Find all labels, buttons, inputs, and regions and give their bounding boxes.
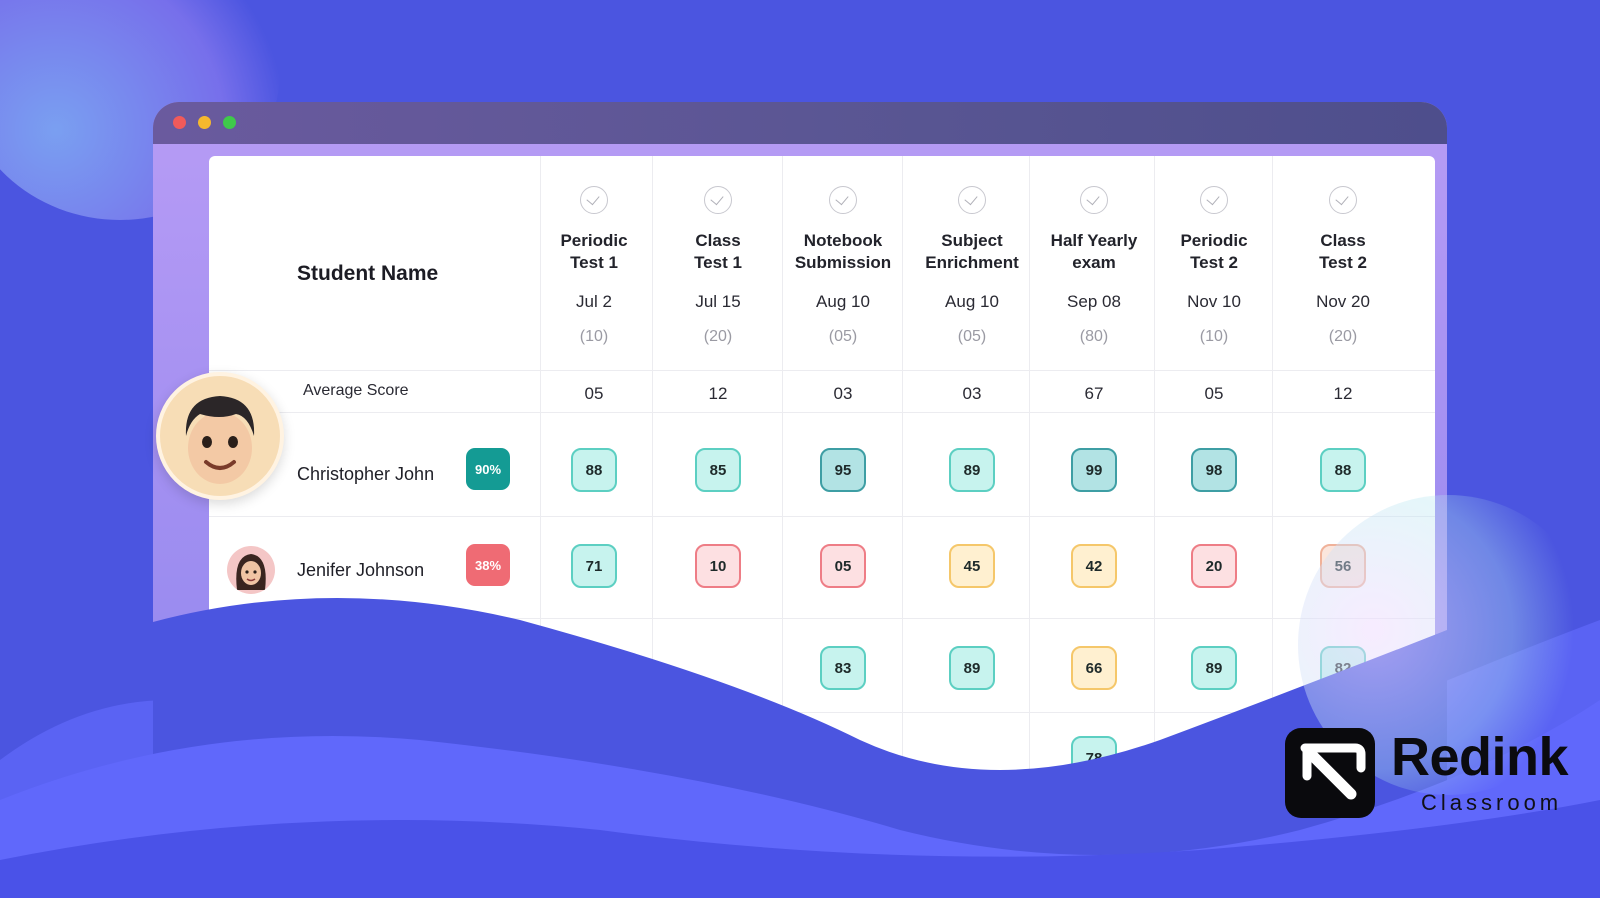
- column-max-score: (10): [1199, 328, 1229, 345]
- browser-window: Student Name Periodic Test 1 Jul 2 (10) C…: [153, 102, 1447, 822]
- column-date: Jul 15: [695, 292, 741, 311]
- column-max-score: (05): [828, 328, 858, 345]
- memoji-girl-icon: [236, 554, 266, 590]
- column-header-class-test-1[interactable]: Class Test 1 Jul 15 (20): [658, 186, 778, 346]
- check-circle-icon[interactable]: [1329, 186, 1357, 214]
- brand-name: Redink: [1391, 727, 1569, 787]
- column-max-score: (20): [1328, 328, 1358, 345]
- check-circle-icon[interactable]: [580, 186, 608, 214]
- row-divider: [209, 618, 1435, 619]
- average-score-value: 67: [1084, 384, 1104, 403]
- check-circle-icon[interactable]: [1200, 186, 1228, 214]
- student-name-christopher-john[interactable]: Christopher John: [297, 464, 435, 484]
- column-divider: [1154, 156, 1155, 822]
- score-cell[interactable]: 88: [571, 448, 617, 492]
- window-titlebar: [153, 102, 1447, 144]
- score-cell[interactable]: 42: [1071, 544, 1117, 588]
- maximize-window-dot[interactable]: [223, 116, 236, 129]
- column-header-periodic-test-2[interactable]: Periodic Test 2 Nov 10 (10): [1154, 186, 1274, 346]
- column-header-periodic-test-1[interactable]: Periodic Test 1 Jul 2 (10): [534, 186, 654, 346]
- column-divider: [1029, 156, 1030, 822]
- check-circle-icon[interactable]: [704, 186, 732, 214]
- memoji-boy-icon: [185, 396, 255, 484]
- score-cell[interactable]: 89: [1191, 646, 1237, 690]
- redink-logo-icon: [1285, 728, 1375, 818]
- column-title: Half Yearly exam: [1050, 231, 1138, 272]
- column-divider: [782, 156, 783, 822]
- column-max-score: (10): [579, 328, 609, 345]
- score-cell[interactable]: 71: [571, 544, 617, 588]
- column-title: Subject Enrichment: [925, 231, 1019, 272]
- column-divider: [902, 156, 903, 822]
- score-cell[interactable]: 10: [695, 544, 741, 588]
- close-window-dot[interactable]: [173, 116, 186, 129]
- percent-badge: 38%: [466, 544, 510, 586]
- column-header-notebook-submission[interactable]: Notebook Submission Aug 10 (05): [783, 186, 903, 346]
- column-date: Aug 10: [945, 292, 999, 311]
- column-title: Class Test 2: [1319, 231, 1367, 272]
- column-header-half-yearly-exam[interactable]: Half Yearly exam Sep 08 (80): [1034, 186, 1154, 346]
- score-cell[interactable]: 66: [1071, 646, 1117, 690]
- column-title: Class Test 1: [694, 231, 742, 272]
- minimize-window-dot[interactable]: [198, 116, 211, 129]
- score-cell[interactable]: 98: [1191, 448, 1237, 492]
- row-divider: [209, 712, 1435, 713]
- check-circle-icon[interactable]: [829, 186, 857, 214]
- average-score-value: 05: [1204, 384, 1224, 403]
- column-divider: [540, 156, 541, 822]
- score-cell[interactable]: 89: [949, 448, 995, 492]
- column-max-score: (05): [957, 328, 987, 345]
- brand-subtitle: Classroom: [1421, 790, 1563, 815]
- gradebook-table: Student Name Periodic Test 1 Jul 2 (10) C…: [209, 156, 1435, 822]
- column-header-subject-enrichment[interactable]: Subject Enrichment Aug 10 (05): [912, 186, 1032, 346]
- column-max-score: (80): [1079, 328, 1109, 345]
- score-cell[interactable]: 45: [949, 544, 995, 588]
- student-avatar-jenifer[interactable]: [227, 546, 275, 594]
- student-avatar-christopher[interactable]: [156, 372, 284, 500]
- row-divider: [209, 370, 1435, 371]
- brand-logo[interactable]: Redink Classroom: [1285, 727, 1585, 828]
- column-title: Periodic Test 1: [560, 231, 628, 272]
- average-score-value: 05: [584, 384, 604, 403]
- row-divider: [209, 516, 1435, 517]
- column-date: Sep 08: [1067, 292, 1121, 311]
- column-date: Nov 20: [1316, 292, 1370, 311]
- student-name-jenifer-johnson[interactable]: Jenifer Johnson: [297, 560, 425, 580]
- percent-badge: 90%: [466, 448, 510, 490]
- column-divider: [1272, 156, 1273, 822]
- score-cell[interactable]: 95: [820, 448, 866, 492]
- score-cell[interactable]: 88: [1320, 448, 1366, 492]
- score-cell[interactable]: 85: [695, 448, 741, 492]
- column-header-class-test-2[interactable]: Class Test 2 Nov 20 (20): [1283, 186, 1403, 346]
- column-title: Periodic Test 2: [1180, 231, 1248, 272]
- average-score-label: Average Score: [303, 382, 409, 399]
- score-cell[interactable]: 20: [1191, 544, 1237, 588]
- column-date: Nov 10: [1187, 292, 1241, 311]
- column-max-score: (20): [703, 328, 733, 345]
- check-circle-icon[interactable]: [1080, 186, 1108, 214]
- score-cell[interactable]: 83: [820, 646, 866, 690]
- column-divider: [652, 156, 653, 822]
- student-name-header: Student Name: [297, 262, 439, 285]
- row-divider: [209, 412, 1435, 413]
- average-score-value: 03: [962, 384, 982, 403]
- column-title: Notebook Submission: [794, 231, 892, 272]
- average-score-value: 03: [833, 384, 853, 403]
- score-cell[interactable]: 05: [820, 544, 866, 588]
- score-cell[interactable]: 89: [949, 646, 995, 690]
- average-score-value: 12: [708, 384, 728, 403]
- check-circle-icon[interactable]: [958, 186, 986, 214]
- average-score-value: 12: [1333, 384, 1353, 403]
- column-date: Jul 2: [576, 292, 612, 311]
- column-date: Aug 10: [816, 292, 870, 311]
- score-cell[interactable]: 78: [1071, 736, 1117, 780]
- score-cell[interactable]: 99: [1071, 448, 1117, 492]
